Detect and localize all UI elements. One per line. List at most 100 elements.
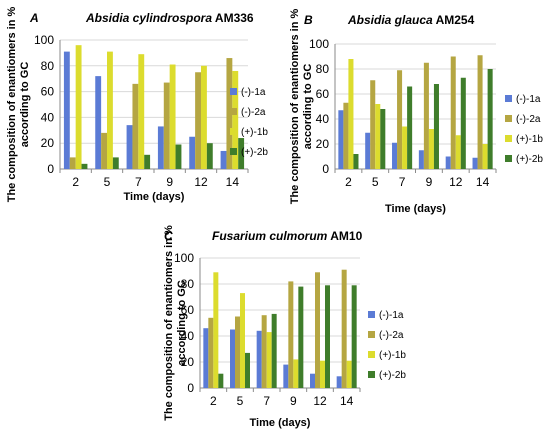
bar-(-)-2a-day-5 <box>235 316 240 388</box>
bar-(+)-1b-day-2 <box>348 59 354 169</box>
bar-(+)-2b-day-2 <box>353 154 359 169</box>
y-axis-label-line: The composition of enantiomers in % <box>289 8 301 204</box>
bar-(-)-1a-day-9 <box>283 364 289 388</box>
bar-(-)-2a-day-2 <box>208 317 214 388</box>
bar-(-)-1a-day-7 <box>126 125 133 169</box>
bar-(-)-1a-day-5 <box>365 132 371 169</box>
legend-label: (-)-2a <box>516 114 541 125</box>
bar-(-)-2a-day-9 <box>423 62 429 169</box>
bar-(-)-1a-day-2 <box>203 328 209 388</box>
bar-(-)-1a-day-5 <box>95 76 102 169</box>
x-tick-label: 5 <box>372 175 379 189</box>
bar-(+)-1b-day-7 <box>266 332 272 388</box>
y-tick-label: 60 <box>316 87 330 101</box>
bar-(-)-2a-day-12 <box>195 72 201 169</box>
x-tick-label: 14 <box>476 175 490 189</box>
panel-letter: C <box>164 229 173 243</box>
legend-swatch <box>368 311 375 318</box>
y-tick-label: 100 <box>34 33 54 47</box>
bar-(-)-1a-day-7 <box>256 330 262 388</box>
bar-(-)-1a-day-9 <box>418 150 424 169</box>
chart-panel-b: B Absidia glauca AM254 0 20 40 60 80 100 2 5 7 9 12 1… <box>289 8 543 215</box>
chart-title-strain: AM254 <box>433 13 475 27</box>
bar-(+)-1b-day-7 <box>402 126 408 169</box>
y-tick-label: 0 <box>47 162 54 176</box>
bar-(+)-1b-day-9 <box>293 359 299 388</box>
bar-(+)-2b-day-7 <box>271 313 277 388</box>
bar-(+)-2b-day-14 <box>238 138 245 169</box>
bar-(+)-2b-day-9 <box>298 286 304 388</box>
y-axis-label-line: according to GC <box>19 62 31 148</box>
legend-label: (+)-1b <box>379 350 406 361</box>
bar-(+)-2b-day-5 <box>245 352 250 388</box>
legend-label: (-)-1a <box>241 87 266 98</box>
bar-(-)-2a-day-9 <box>288 281 294 388</box>
bar-(-)-2a-day-9 <box>163 82 170 169</box>
y-axis-label-line: The composition of enantiomers in % <box>6 6 18 202</box>
chart-title: Absidia cylindrospora AM336 <box>85 11 254 25</box>
x-tick-label: 9 <box>166 175 173 189</box>
y-tick-label: 100 <box>309 37 329 51</box>
chart-title-strain: AM336 <box>212 11 254 25</box>
legend-label: (-)-2a <box>379 330 404 341</box>
x-tick-label: 9 <box>426 175 433 189</box>
y-axis-label-line: according to GC <box>302 64 314 150</box>
legend-swatch <box>230 88 237 95</box>
x-tick-label: 14 <box>340 394 354 408</box>
x-tick-label: 9 <box>290 394 297 408</box>
y-tick-label: 80 <box>181 277 195 291</box>
bar-(-)-1a-day-7 <box>392 142 398 169</box>
bar-(-)-1a-day-12 <box>445 156 451 169</box>
legend-label: (+)-2b <box>379 370 406 381</box>
bar-(+)-2b-day-2 <box>81 163 88 169</box>
bar-(-)-1a-day-9 <box>157 126 164 169</box>
y-tick-label: 40 <box>181 329 195 343</box>
bar-(+)-1b-day-7 <box>138 54 145 169</box>
legend-label: (-)-1a <box>379 310 404 321</box>
chart-title: Absidia glauca AM254 <box>347 13 475 27</box>
legend-swatch <box>368 331 375 338</box>
y-tick-label: 100 <box>174 251 194 265</box>
bar-(-)-1a-day-2 <box>338 110 344 169</box>
legend: (-)-1a (-)-2a (+)-1b (+)-2b <box>505 94 543 165</box>
x-tick-label: 5 <box>237 394 244 408</box>
bar-(-)-1a-day-2 <box>63 51 70 169</box>
legend-swatch <box>368 371 375 378</box>
bar-(+)-1b-day-12 <box>201 65 207 169</box>
y-tick-label: 60 <box>41 85 55 99</box>
legend-label: (+)-1b <box>241 127 268 138</box>
bar-(+)-2b-day-14 <box>487 69 493 169</box>
bar-(-)-1a-day-14 <box>336 376 342 388</box>
bar-(+)-1b-day-14 <box>232 70 239 169</box>
bar-(-)-2a-day-2 <box>69 157 76 169</box>
bar-(+)-1b-day-9 <box>428 129 434 169</box>
y-tick-label: 0 <box>322 162 329 176</box>
bar-(-)-2a-day-14 <box>226 58 233 170</box>
bar-(+)-2b-day-12 <box>460 77 466 169</box>
y-tick-label: 40 <box>316 112 330 126</box>
bar-(-)-2a-day-14 <box>477 55 483 169</box>
x-tick-label: 2 <box>72 175 79 189</box>
bar-(-)-1a-day-12 <box>189 136 196 169</box>
bar-(-)-1a-day-12 <box>310 373 315 388</box>
legend-swatch <box>368 351 375 358</box>
bar-(-)-1a-day-5 <box>230 329 235 388</box>
x-axis-label: Time (days) <box>124 191 185 203</box>
legend-label: (-)-2a <box>241 107 266 118</box>
y-tick-label: 20 <box>41 136 55 150</box>
bar-(+)-1b-day-5 <box>375 104 381 169</box>
y-tick-label: 80 <box>41 59 55 73</box>
legend-swatch <box>505 95 512 102</box>
legend-swatch <box>505 155 512 162</box>
x-tick-label: 14 <box>226 175 240 189</box>
bar-(+)-2b-day-7 <box>407 86 413 169</box>
bar-(-)-2a-day-12 <box>315 272 320 388</box>
legend-label: (+)-1b <box>516 134 543 145</box>
legend-swatch <box>230 128 237 135</box>
bar-(+)-1b-day-5 <box>107 51 113 169</box>
chart-title-species: Fusarium culmorum <box>212 229 328 243</box>
panel-letter: A <box>29 11 39 25</box>
y-tick-label: 20 <box>181 355 195 369</box>
bar-(+)-1b-day-9 <box>169 64 176 169</box>
